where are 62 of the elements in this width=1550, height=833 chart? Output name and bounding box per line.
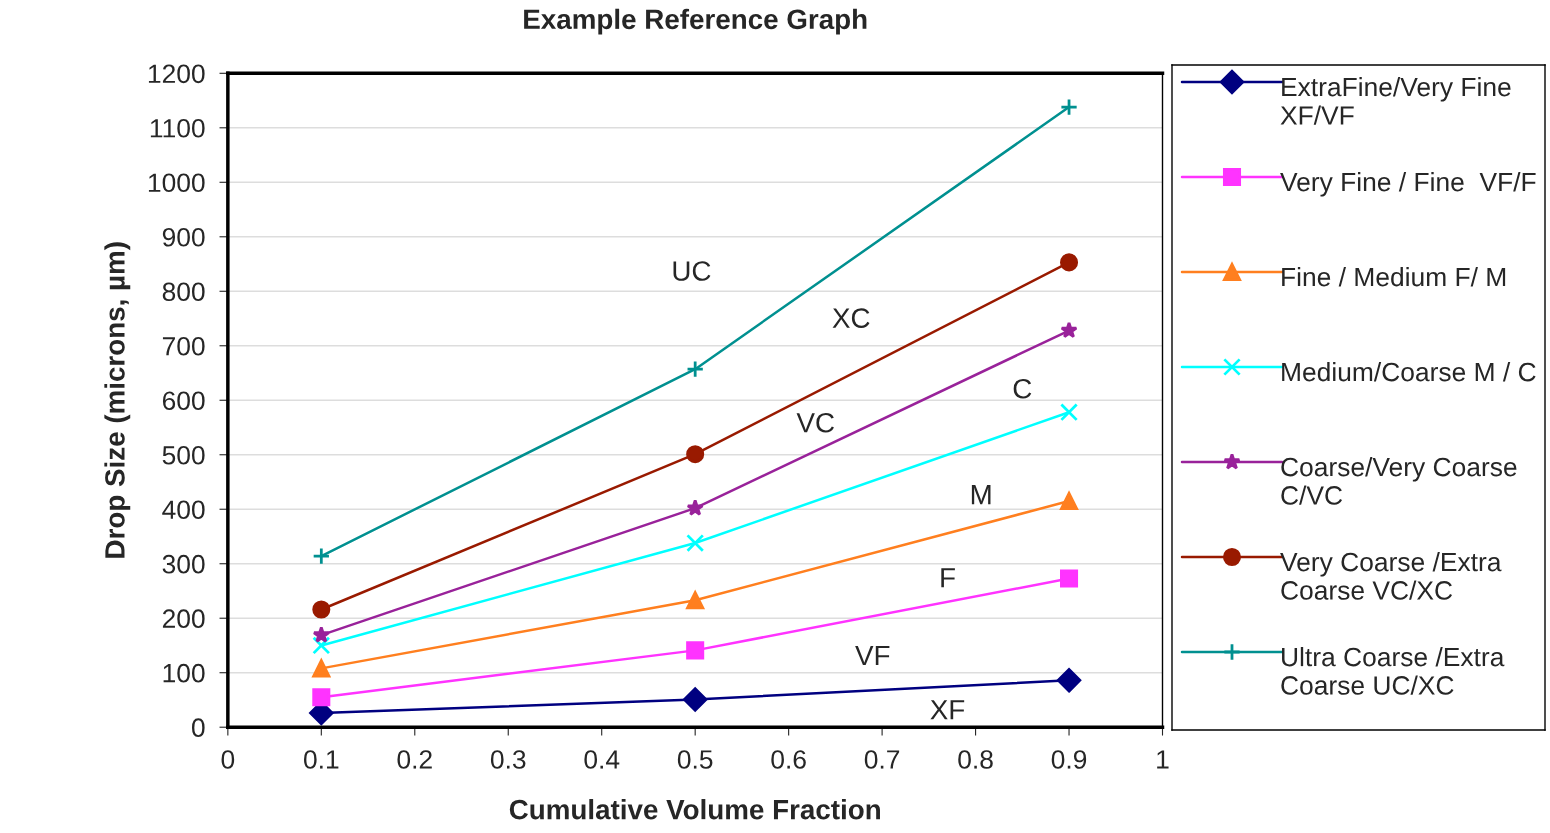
annotation: XF xyxy=(930,700,965,720)
y-tick-label: 1200 xyxy=(148,64,205,84)
y-tick-label: 800 xyxy=(162,282,205,302)
x-tick-label: 0.2 xyxy=(397,750,432,769)
point xyxy=(682,687,708,712)
point xyxy=(312,547,331,566)
point xyxy=(312,688,331,707)
legend-label: Fine / Medium F/ M xyxy=(1282,267,1506,287)
x-axis-title: Cumulative Volume Fraction xyxy=(509,799,880,820)
x-tick-label: 0.4 xyxy=(584,750,620,769)
point xyxy=(1060,98,1079,117)
annotation: VF xyxy=(855,645,890,666)
y-tick-label: 900 xyxy=(162,227,205,247)
annotation: VC xyxy=(796,412,834,433)
x-tick-label: 0.7 xyxy=(864,750,900,769)
y-tick-label: 500 xyxy=(162,445,205,465)
point xyxy=(1060,403,1079,422)
point xyxy=(1060,321,1078,339)
point xyxy=(312,626,330,643)
y-tick-label: 700 xyxy=(162,336,205,356)
y-tick-label: 300 xyxy=(162,554,205,574)
point xyxy=(1060,492,1079,511)
legend-label: Coarse/Very Coarse C/VC xyxy=(1281,457,1517,505)
point xyxy=(1056,668,1082,693)
point xyxy=(312,600,331,619)
annotation: F xyxy=(941,568,955,588)
x-tick-label: 0.9 xyxy=(1051,750,1087,769)
legend-label: Ultra Coarse /Extra Coarse UC/XC xyxy=(1281,647,1505,695)
point xyxy=(686,360,705,379)
point xyxy=(686,499,704,516)
legend-label: Very Coarse /Extra Coarse VC/XC xyxy=(1280,552,1502,600)
y-axis-title: Drop Size (microns, µm) xyxy=(104,242,131,558)
y-tick-label: 100 xyxy=(163,663,205,683)
annotation: XC xyxy=(832,308,870,328)
legend-label: Medium/Coarse M / C xyxy=(1282,362,1536,382)
x-tick-label: 0.6 xyxy=(771,750,806,769)
point xyxy=(1060,253,1079,272)
x-tick-label: 0.1 xyxy=(304,750,339,769)
annotation: UC xyxy=(673,261,711,281)
y-tick-label: 200 xyxy=(162,609,205,629)
annotation: C xyxy=(1013,378,1032,399)
chart-title: Example Reference Graph xyxy=(524,8,867,35)
point xyxy=(1060,569,1079,588)
point xyxy=(686,534,705,553)
point xyxy=(686,641,705,660)
point xyxy=(686,445,705,464)
legend-label: ExtraFine/Very Fine XF/VF xyxy=(1280,77,1511,125)
x-tick-label: 0.8 xyxy=(958,750,993,769)
point xyxy=(686,591,705,610)
y-tick-label: 1100 xyxy=(150,118,205,138)
legend-label: Very Fine / Fine VF/F xyxy=(1280,172,1536,197)
x-tick-label: 0 xyxy=(221,750,235,769)
x-tick-label: 0.5 xyxy=(677,750,713,769)
y-tick-label: 400 xyxy=(162,500,205,520)
y-tick-label: 600 xyxy=(162,391,205,411)
x-tick-label: 0.3 xyxy=(490,750,526,769)
point xyxy=(312,659,331,678)
point xyxy=(312,636,331,655)
y-tick-label: 1000 xyxy=(148,173,205,193)
annotation: M xyxy=(971,485,991,505)
y-tick-label: 0 xyxy=(191,718,205,738)
x-tick-label: 1 xyxy=(1157,750,1169,769)
